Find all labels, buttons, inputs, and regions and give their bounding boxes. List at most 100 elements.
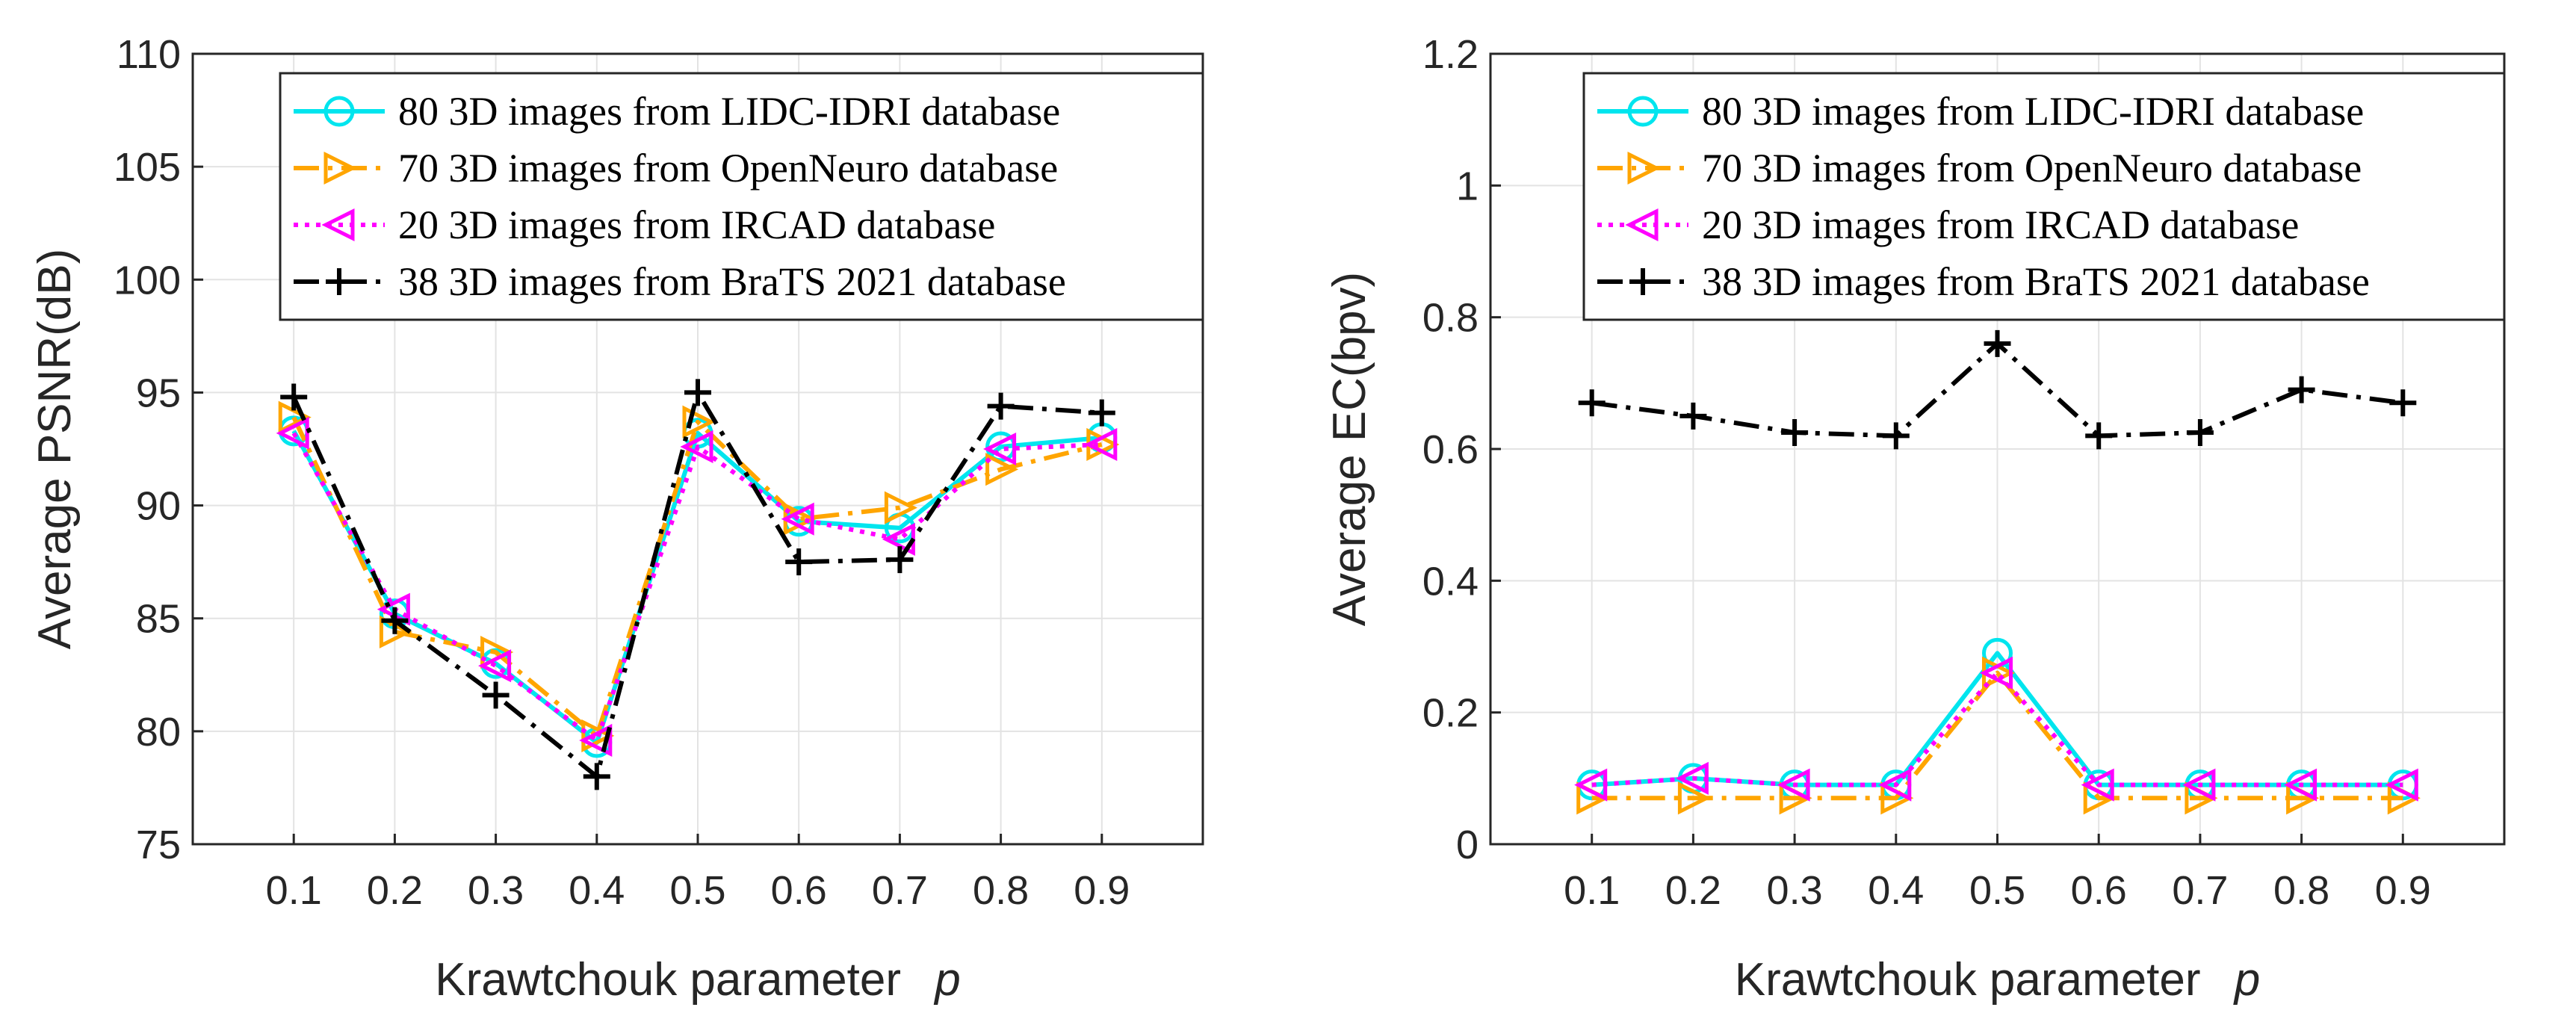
ec-series-3-point-4 [1984,329,2011,357]
psnr-series-1-point-0 [278,400,312,434]
ec-legend-label-3: 38 3D images from BraTS 2021 database [1702,259,2370,304]
psnr-x-tick-label-5: 0.6 [771,868,827,913]
ec-series-3 [1578,329,2417,450]
psnr-legend-label-3: 38 3D images from BraTS 2021 database [398,259,1066,304]
ec-series-3-point-7 [2288,376,2315,403]
ec-x-tick-label-4: 0.5 [1969,868,2025,913]
psnr-x-tick-label-4: 0.5 [669,868,725,913]
ec-y-tick-label-1: 0.2 [1422,691,1479,736]
psnr-x-tick-label-1: 0.2 [367,868,423,913]
ec-x-tick-label-2: 0.3 [1767,868,1823,913]
ec-legend-marker-2 [1625,208,1659,242]
ec-series-2-point-7 [2284,768,2318,802]
ec-series-2-point-4 [1979,656,2013,690]
psnr-series-3-point-4 [684,379,711,406]
psnr-y-ticks: 75 80 85 90 95 100 105 110 [114,32,203,867]
ec-x-tick-label-7: 0.8 [2273,868,2329,913]
ec-legend-label-0: 80 3D images from LIDC-IDRI database [1702,89,2364,134]
ec-x-tick-label-1: 0.2 [1665,868,1721,913]
ec-series-2 [1574,656,2418,802]
ec-series-3-point-6 [2186,418,2214,446]
psnr-series-3-point-3 [583,763,610,790]
ec-x-tick-label-5: 0.6 [2071,868,2127,913]
psnr-y-tick-label-0: 75 [136,823,181,867]
ec-y-tick-label-5: 1 [1456,164,1479,208]
psnr-series-2-point-5 [781,502,814,536]
psnr-legend-marker-0 [323,96,355,127]
ec-x-axis-label-symbol: p [2233,954,2260,1006]
ec-series-1-point-1 [1677,781,1711,815]
psnr-x-axis-label: Krawtchouk parameter p [435,954,960,1006]
ec-series-2-point-2 [1777,768,1810,802]
ec-series-2-point-3 [1878,768,1912,802]
ec-legend-box [1582,72,2506,321]
psnr-y-tick-label-1: 80 [136,710,181,755]
ec-series-2-line [1591,670,2403,787]
psnr-series-3-point-2 [482,681,510,709]
ec-x-tick-label-3: 0.4 [1868,868,1924,913]
ec-series-group [1574,329,2421,815]
psnr-legend-label-0: 80 3D images from LIDC-IDRI database [398,89,1060,134]
ec-series-2-point-1 [1675,761,1709,795]
ec-y-tick-label-4: 0.8 [1422,296,1479,341]
psnr-series-2-point-2 [478,649,512,683]
ec-legend-marker-0 [1627,96,1659,127]
psnr-series-1-point-7 [985,453,1019,486]
psnr-series-3-point-7 [987,392,1015,420]
psnr-x-tick-label-2: 0.3 [468,868,524,913]
psnr-x-tick-label-7: 0.8 [973,868,1029,913]
psnr-series-1-line [291,416,1103,738]
ec-legend-marker-3 [1629,268,1656,295]
ec-x-axis-label-text: Krawtchouk parameter [1735,954,2201,1006]
ec-series-3-point-8 [2389,389,2417,417]
psnr-y-tick-label-5: 100 [114,258,181,303]
ec-x-tick-label-0: 0.1 [1564,868,1620,913]
psnr-series-2-point-4 [680,430,713,464]
psnr-legend: 80 3D images from LIDC-IDRI database 70 3… [279,72,1204,321]
psnr-series-0-line [291,430,1103,745]
ec-series-3-point-0 [1578,389,1606,417]
ec-y-axis-label: Average EC(bpv) [1324,272,1375,626]
psnr-series-1-point-6 [884,491,917,524]
psnr-x-axis-label-text: Krawtchouk parameter [435,954,901,1006]
psnr-series-3-point-6 [886,546,914,574]
ec-legend-marker-1 [1627,151,1661,185]
psnr-series-2-point-7 [983,432,1017,466]
psnr-series-3-point-1 [381,607,409,634]
ec-legend-label-2: 20 3D images from IRCAD database [1702,202,2299,247]
ec-series-3-point-1 [1679,402,1707,430]
ec-y-tick-label-0: 0 [1456,823,1479,867]
psnr-series-group [276,379,1120,790]
ec-y-ticks: 0 0.2 0.4 0.6 0.8 1 1.2 [1422,32,1501,867]
psnr-series-3-point-8 [1088,399,1115,427]
psnr-series-1-point-3 [581,719,615,752]
psnr-x-tick-label-3: 0.4 [569,868,625,913]
ec-x-axis-label: Krawtchouk parameter p [1735,954,2260,1006]
psnr-x-axis-label-symbol: p [933,954,960,1006]
psnr-x-tick-label-6: 0.7 [872,868,928,913]
ec-y-tick-label-6: 1.2 [1422,32,1479,77]
psnr-x-tick-label-8: 0.9 [1074,868,1130,913]
psnr-series-3-point-0 [280,383,308,411]
psnr-series-2-point-0 [276,416,309,450]
ec-chart: 00.20.40.60.811.2 0.1 0.2 0.3 0.4 0.5 0.6 0.7 0… [1324,32,2506,1006]
psnr-y-tick-label-7: 110 [117,32,181,77]
ec-series-2-point-8 [2385,768,2418,802]
ec-series-1-line [1591,670,2403,801]
ec-series-2-point-6 [2182,768,2216,802]
psnr-y-axis-label: Average PSNR(dB) [29,249,81,649]
psnr-legend-marker-1 [323,151,357,185]
psnr-series-2-point-3 [579,723,613,757]
psnr-y-tick-label-4: 95 [136,371,181,415]
psnr-legend-marker-3 [326,268,353,295]
psnr-series-2-line [291,432,1102,743]
ec-legend: 80 3D images from LIDC-IDRI database 70 3… [1582,72,2506,321]
psnr-y-tick-label-6: 105 [114,145,181,190]
psnr-x-tick-label-0: 0.1 [266,868,322,913]
psnr-legend-marker-2 [321,208,355,242]
psnr-legend-box [279,72,1204,321]
ec-x-tick-label-6: 0.7 [2172,868,2228,913]
psnr-y-tick-label-3: 90 [136,484,181,529]
